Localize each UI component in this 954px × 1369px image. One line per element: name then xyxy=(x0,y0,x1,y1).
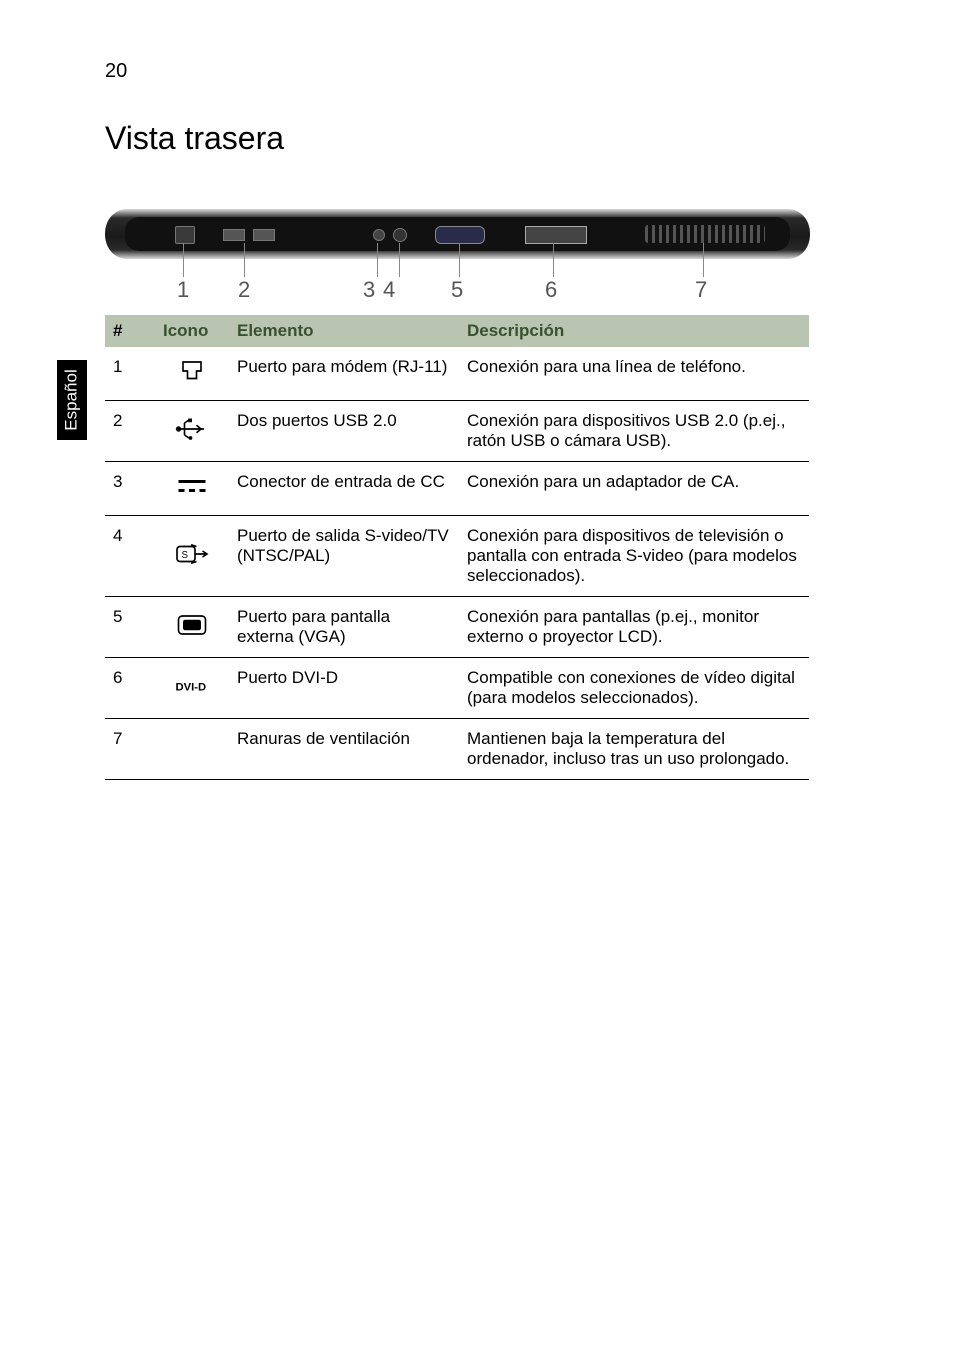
dvi-icon: DVI-D xyxy=(174,672,210,700)
col-header-element: Elemento xyxy=(229,315,459,347)
vga-icon xyxy=(174,611,210,639)
row-description: Conexión para un adaptador de CA. xyxy=(459,462,809,516)
row-element: Puerto para módem (RJ-11) xyxy=(229,347,459,401)
usb-icon xyxy=(174,415,210,443)
port-rj11-icon xyxy=(175,226,195,244)
table-row: 5 Puerto para pantalla externa (VGA)Conex… xyxy=(105,597,809,658)
row-icon-cell xyxy=(155,347,229,401)
row-icon-cell xyxy=(155,719,229,780)
table-row: 3 Conector de entrada de CCConexión para … xyxy=(105,462,809,516)
row-element: Puerto DVI-D xyxy=(229,658,459,719)
callout-number: 3 xyxy=(363,277,375,303)
callout-number: 2 xyxy=(238,277,250,303)
page-title: Vista trasera xyxy=(105,120,849,157)
callout-number: 6 xyxy=(545,277,557,303)
rj11-icon xyxy=(174,357,210,385)
row-description: Conexión para dispositivos USB 2.0 (p.ej… xyxy=(459,401,809,462)
row-description: Compatible con conexiones de vídeo digit… xyxy=(459,658,809,719)
callout-line xyxy=(399,243,400,277)
row-icon-cell xyxy=(155,401,229,462)
callout-number: 1 xyxy=(177,277,189,303)
callout-line xyxy=(703,243,704,277)
row-number: 2 xyxy=(105,401,155,462)
table-row: 2 Dos puertos USB 2.0Conexión para dispos… xyxy=(105,401,809,462)
row-number: 7 xyxy=(105,719,155,780)
table-row: 4 S Puerto de salida S-video/TV (NTSC/PAL)… xyxy=(105,516,809,597)
col-header-number: # xyxy=(105,315,155,347)
row-element: Ranuras de ventilación xyxy=(229,719,459,780)
callout-line xyxy=(553,243,554,277)
row-icon-cell xyxy=(155,462,229,516)
language-label: Español xyxy=(62,369,82,430)
row-icon-cell: DVI-D xyxy=(155,658,229,719)
callout-line xyxy=(183,243,184,277)
row-icon-cell xyxy=(155,597,229,658)
row-element: Conector de entrada de CC xyxy=(229,462,459,516)
callout-line xyxy=(244,243,245,277)
port-dvi-icon xyxy=(525,226,587,244)
callout-line xyxy=(377,243,378,277)
row-description: Conexión para dispositivos de televisión… xyxy=(459,516,809,597)
rear-view-diagram: 1 2 34 5 6 7 xyxy=(105,197,810,307)
ports-table: # Icono Elemento Descripción 1 Puerto par… xyxy=(105,315,809,780)
svg-text:S: S xyxy=(182,549,189,560)
port-vent-icon xyxy=(645,225,765,243)
svg-text:DVI-D: DVI-D xyxy=(176,681,207,693)
row-element: Dos puertos USB 2.0 xyxy=(229,401,459,462)
row-element: Puerto de salida S-video/TV (NTSC/PAL) xyxy=(229,516,459,597)
table-row: 6 DVI-D Puerto DVI-DCompatible con conexio… xyxy=(105,658,809,719)
port-usb1-icon xyxy=(223,229,245,241)
row-number: 6 xyxy=(105,658,155,719)
callout-number: 7 xyxy=(695,277,707,303)
callout-number: 4 xyxy=(383,277,395,303)
row-number: 4 xyxy=(105,516,155,597)
row-number: 3 xyxy=(105,462,155,516)
page-number: 20 xyxy=(105,60,127,83)
row-number: 5 xyxy=(105,597,155,658)
col-header-icon: Icono xyxy=(155,315,229,347)
row-icon-cell: S xyxy=(155,516,229,597)
port-dc-icon xyxy=(373,229,385,241)
callout-number: 5 xyxy=(451,277,463,303)
row-number: 1 xyxy=(105,347,155,401)
row-description: Conexión para pantallas (p.ej., monitor … xyxy=(459,597,809,658)
port-usb2-icon xyxy=(253,229,275,241)
col-header-description: Descripción xyxy=(459,315,809,347)
row-description: Conexión para una línea de teléfono. xyxy=(459,347,809,401)
s-video-icon: S xyxy=(174,540,210,568)
table-row: 7 Ranuras de ventilaciónMantienen baja la… xyxy=(105,719,809,780)
callout-line xyxy=(459,243,460,277)
row-description: Mantienen baja la temperatura del ordena… xyxy=(459,719,809,780)
port-vga-icon xyxy=(435,226,485,244)
row-element: Puerto para pantalla externa (VGA) xyxy=(229,597,459,658)
port-svideo-icon xyxy=(393,228,407,242)
table-row: 1 Puerto para módem (RJ-11)Conexión para … xyxy=(105,347,809,401)
dc-power-icon xyxy=(174,472,210,500)
language-side-tab: Español xyxy=(57,360,87,440)
